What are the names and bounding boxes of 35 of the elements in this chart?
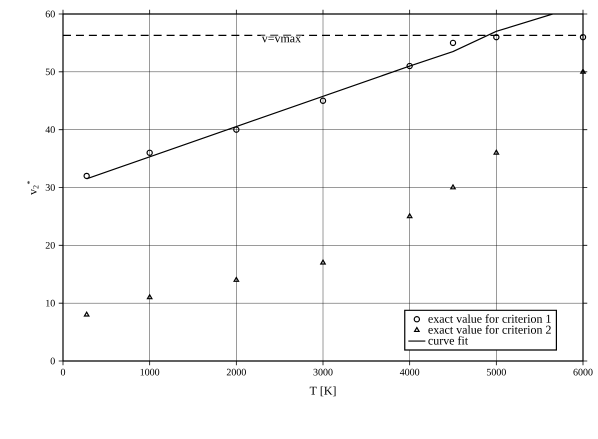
point (146, 150, 153, 156)
x-tick-label: 5000 (486, 368, 506, 376)
y-tick-label: 0 (50, 358, 55, 364)
legend-label: exact value for criterion 2 (428, 325, 551, 334)
point (83, 172, 90, 180)
y-tick-label: 20 (46, 242, 55, 249)
point (450, 40, 456, 46)
x-tick-label: 4000 (400, 368, 420, 376)
point (146, 294, 153, 300)
y-tick-label: 60 (46, 10, 55, 18)
x-tick-label: 1000 (140, 368, 160, 376)
legend-label: exact value for criterion 1 (428, 314, 551, 323)
point (406, 62, 413, 70)
y-tick-label: 10 (46, 300, 55, 307)
point (580, 68, 586, 74)
point (406, 213, 413, 218)
point (320, 259, 326, 265)
x-axis-title: T [K] (310, 386, 336, 396)
point (233, 276, 240, 282)
point (320, 98, 326, 104)
x-tick-label: 2000 (226, 368, 246, 376)
point (233, 126, 240, 133)
x-tick-label: 3000 (314, 368, 333, 376)
x-tick-label: 0 (60, 368, 66, 376)
point (450, 184, 456, 190)
x-tick-label: 6000 (573, 368, 593, 376)
point (84, 312, 90, 317)
y-tick-label: 30 (46, 184, 55, 191)
point (493, 150, 500, 155)
ref-line-label: v=vmax (262, 36, 301, 42)
point (493, 34, 500, 40)
point (580, 34, 586, 40)
legend-label: curve fit (428, 336, 468, 345)
y-tick-label: 50 (46, 68, 55, 76)
y-tick-label: 40 (45, 126, 55, 134)
